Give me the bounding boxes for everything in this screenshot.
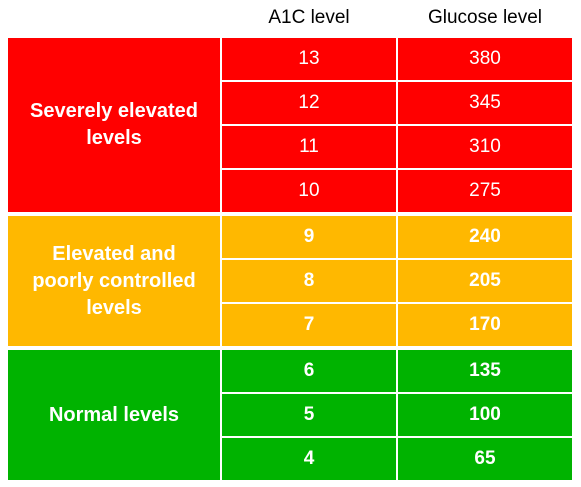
- table-row: 12 345: [222, 82, 572, 124]
- group-label: Normal levels: [8, 350, 220, 480]
- glucose-cell: 310: [398, 126, 572, 168]
- a1c-cell: 10: [222, 170, 396, 212]
- table-row: 6 135: [222, 350, 572, 392]
- severely-elevated-group: Severely elevated levels 13 380 12 345 1…: [8, 38, 572, 212]
- a1c-column-header: A1C level: [268, 7, 350, 28]
- elevated-group: Elevated and poorly controlled levels 9 …: [8, 216, 572, 346]
- a1c-cell: 8: [222, 260, 396, 302]
- glucose-cell: 205: [398, 260, 572, 302]
- a1c-cell: 5: [222, 394, 396, 436]
- a1c-cell: 11: [222, 126, 396, 168]
- a1c-cell: 7: [222, 304, 396, 346]
- a1c-cell: 13: [222, 38, 396, 80]
- glucose-cell: 65: [398, 438, 572, 480]
- normal-group: Normal levels 6 135 5 100 4 65: [8, 350, 572, 480]
- a1c-cell: 9: [222, 216, 396, 258]
- table-row: 5 100: [222, 394, 572, 436]
- glucose-cell: 100: [398, 394, 572, 436]
- group-label: Severely elevated levels: [8, 38, 220, 212]
- glucose-cell: 345: [398, 82, 572, 124]
- table-row: 7 170: [222, 304, 572, 346]
- glucose-cell: 380: [398, 38, 572, 80]
- glucose-cell: 275: [398, 170, 572, 212]
- group-label: Elevated and poorly controlled levels: [8, 216, 220, 346]
- a1c-cell: 12: [222, 82, 396, 124]
- table-row: 13 380: [222, 38, 572, 80]
- table-row: 10 275: [222, 170, 572, 212]
- a1c-cell: 4: [222, 438, 396, 480]
- table-row: 9 240: [222, 216, 572, 258]
- glucose-column-header: Glucose level: [427, 7, 543, 28]
- glucose-cell: 240: [398, 216, 572, 258]
- table-row: 4 65: [222, 438, 572, 480]
- table-row: 11 310: [222, 126, 572, 168]
- a1c-cell: 6: [222, 350, 396, 392]
- glucose-cell: 135: [398, 350, 572, 392]
- table-row: 8 205: [222, 260, 572, 302]
- glucose-cell: 170: [398, 304, 572, 346]
